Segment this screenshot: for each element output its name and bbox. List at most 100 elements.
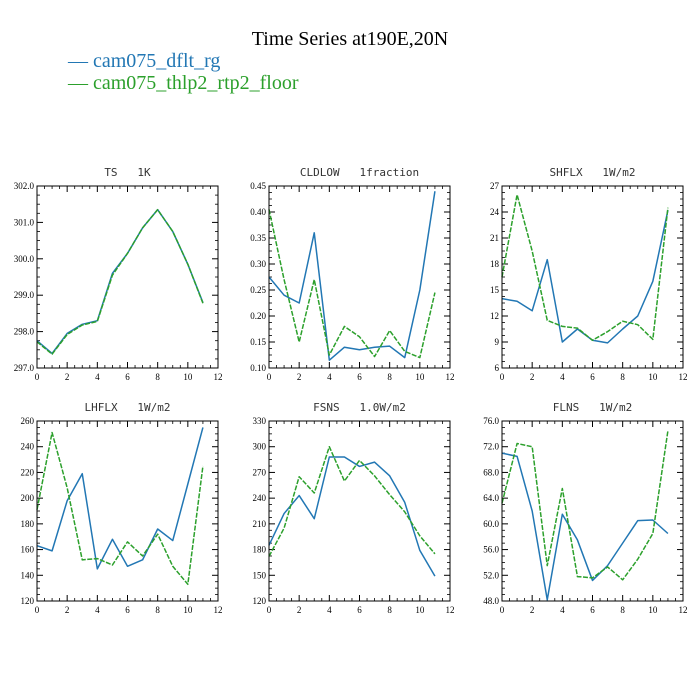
panel-title: FSNS 1.0W/m2 (313, 401, 406, 414)
plot-frame (501, 185, 684, 369)
y-tick-label: 120 (253, 596, 267, 606)
panel-4: LHFLX 1W/m2 0 2 4 6 8 10 12 120 140 160 180 200 220 24… (21, 401, 223, 615)
y-tick-label: 270 (253, 467, 267, 477)
x-tick-label: 4 (95, 605, 100, 615)
x-tick-label: 12 (679, 605, 688, 615)
x-tick-label: 0 (267, 372, 272, 382)
y-tick-label: 0.10 (250, 363, 266, 373)
y-tick-label: 56.0 (483, 545, 499, 555)
x-tick-label: 8 (387, 372, 392, 382)
panel-5: FSNS 1.0W/m2 0 2 4 6 8 10 12 120 150 180 210 240 270 3… (253, 401, 455, 615)
x-tick-label: 10 (183, 605, 193, 615)
series-line-thlp2-rtp2-floor (36, 431, 204, 586)
y-tick-label: 15 (490, 285, 500, 295)
x-tick-label: 2 (65, 372, 70, 382)
series-line-thlp2-rtp2-floor (501, 193, 669, 342)
x-tick-label: 2 (530, 372, 535, 382)
x-tick-label: 6 (357, 605, 362, 615)
y-tick-label: 301.0 (14, 217, 35, 227)
y-tick-label: 9 (495, 337, 500, 347)
y-tick-label: 300 (253, 442, 267, 452)
y-tick-label: 150 (253, 570, 267, 580)
panel-6: FLNS 1W/m2 0 2 4 6 8 10 12 48.0 52.0 56.0 60.0 64.0 6… (483, 401, 687, 615)
panel-2: CLDLOW 1fraction 0 2 4 6 8 10 12 0.10 0.15 0.20 0.2… (250, 166, 454, 382)
y-tick-label: 260 (21, 416, 35, 426)
x-tick-label: 2 (530, 605, 535, 615)
x-tick-label: 10 (415, 372, 425, 382)
y-tick-label: 140 (21, 570, 35, 580)
panel-title: TS 1K (104, 166, 151, 179)
panel-title: LHFLX 1W/m2 (84, 401, 170, 414)
x-tick-label: 10 (648, 372, 658, 382)
y-tick-label: 160 (21, 545, 35, 555)
y-tick-label: 200 (21, 493, 35, 503)
x-tick-label: 12 (214, 605, 223, 615)
y-tick-label: 6 (495, 363, 500, 373)
y-tick-label: 0.40 (250, 207, 266, 217)
x-tick-label: 0 (35, 605, 40, 615)
series-line-thlp2-rtp2-floor (268, 445, 436, 557)
plot-frame (268, 420, 451, 602)
y-tick-label: 180 (253, 545, 267, 555)
plot-frame (36, 420, 219, 602)
y-tick-label: 0.35 (250, 233, 266, 243)
x-tick-label: 8 (387, 605, 392, 615)
x-tick-label: 4 (327, 605, 332, 615)
x-tick-label: 6 (125, 372, 130, 382)
x-tick-label: 8 (620, 372, 625, 382)
plot-frame (268, 185, 451, 369)
y-tick-label: 48.0 (483, 596, 499, 606)
series-line-dflt-rg (36, 208, 204, 355)
x-tick-label: 10 (648, 605, 658, 615)
y-tick-label: 330 (253, 416, 267, 426)
y-tick-label: 72.0 (483, 442, 499, 452)
y-tick-label: 300.0 (14, 254, 35, 264)
x-tick-label: 4 (327, 372, 332, 382)
x-tick-label: 2 (297, 605, 302, 615)
y-tick-label: 210 (253, 519, 267, 529)
x-tick-label: 10 (183, 372, 193, 382)
panel-title: SHFLX 1W/m2 (549, 166, 635, 179)
y-tick-label: 240 (21, 442, 35, 452)
series-line-dflt-rg (501, 452, 669, 601)
y-tick-label: 76.0 (483, 416, 499, 426)
y-tick-label: 298.0 (14, 327, 35, 337)
panel-title: CLDLOW 1fraction (300, 166, 419, 179)
y-tick-label: 220 (21, 467, 35, 477)
y-tick-label: 64.0 (483, 493, 499, 503)
x-tick-label: 2 (297, 372, 302, 382)
y-tick-label: 0.45 (250, 181, 266, 191)
x-tick-label: 4 (560, 372, 565, 382)
y-tick-label: 0.20 (250, 311, 266, 321)
x-tick-label: 12 (679, 372, 688, 382)
y-tick-label: 68.0 (483, 467, 499, 477)
x-tick-label: 4 (95, 372, 100, 382)
y-tick-label: 52.0 (483, 570, 499, 580)
y-tick-label: 0.25 (250, 285, 266, 295)
y-tick-label: 299.0 (14, 290, 35, 300)
legend-entry-dflt-rg: — cam075_dflt_rg (68, 50, 221, 72)
panel-title: FLNS 1W/m2 (553, 401, 632, 414)
x-tick-label: 0 (35, 372, 40, 382)
x-tick-label: 6 (590, 372, 595, 382)
x-tick-label: 0 (267, 605, 272, 615)
series-line-dflt-rg (36, 427, 204, 570)
x-tick-label: 6 (357, 372, 362, 382)
plot-frame (501, 420, 684, 602)
x-tick-label: 10 (415, 605, 425, 615)
x-tick-label: 8 (155, 372, 160, 382)
y-tick-label: 24 (490, 207, 500, 217)
x-tick-label: 6 (125, 605, 130, 615)
x-tick-label: 12 (446, 372, 455, 382)
y-tick-label: 302.0 (14, 181, 35, 191)
legend-entry-thlp2-rtp2-floor: — cam075_thlp2_rtp2_floor (68, 72, 299, 94)
y-tick-label: 297.0 (14, 363, 35, 373)
y-tick-label: 120 (21, 596, 35, 606)
x-tick-label: 0 (500, 605, 505, 615)
series-line-thlp2-rtp2-floor (501, 430, 669, 581)
x-tick-label: 12 (214, 372, 223, 382)
x-tick-label: 12 (446, 605, 455, 615)
plot-frame (36, 185, 219, 369)
y-tick-label: 0.15 (250, 337, 266, 347)
x-tick-label: 6 (590, 605, 595, 615)
